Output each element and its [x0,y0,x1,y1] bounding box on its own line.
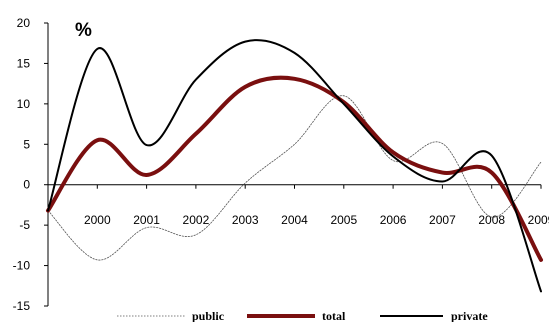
legend-label-public: public [192,309,225,322]
legend-label-total: total [322,309,346,322]
series-line-public [47,95,542,261]
x-tick-label: 2008 [478,213,505,227]
x-tick-label: 2000 [84,213,111,227]
y-tick-label: -10 [13,259,31,273]
y-tick-label: 5 [23,137,30,151]
x-tick-label: 2001 [133,213,160,227]
x-tick-label: 2009 [528,213,549,227]
y-ticks: 20 15 10 5 0 -5 -10 -15 [13,16,48,313]
y-tick-label: -15 [13,299,31,313]
legend: public total private [117,309,488,322]
y-tick-label: 0 [23,178,30,192]
x-tick-label: 2002 [183,213,210,227]
y-tick-label: 20 [17,16,31,30]
legend-label-private: private [451,309,488,322]
x-tick-label: 2003 [232,213,259,227]
x-tick-label: 2007 [429,213,456,227]
series-line-total [46,75,543,262]
series-line-private [47,39,542,293]
y-tick-label: -5 [19,218,30,232]
x-ticks: 2000 2001 2002 2003 2004 2005 2006 2007 2008 2009 [47,184,549,227]
unit-label: % [75,20,92,41]
axes [47,23,541,306]
series-lines [46,39,543,293]
x-tick-label: 2004 [281,213,308,227]
x-tick-label: 2005 [330,213,357,227]
y-tick-label: 10 [17,97,31,111]
x-tick-label: 2006 [380,213,407,227]
y-tick-label: 15 [17,56,31,70]
